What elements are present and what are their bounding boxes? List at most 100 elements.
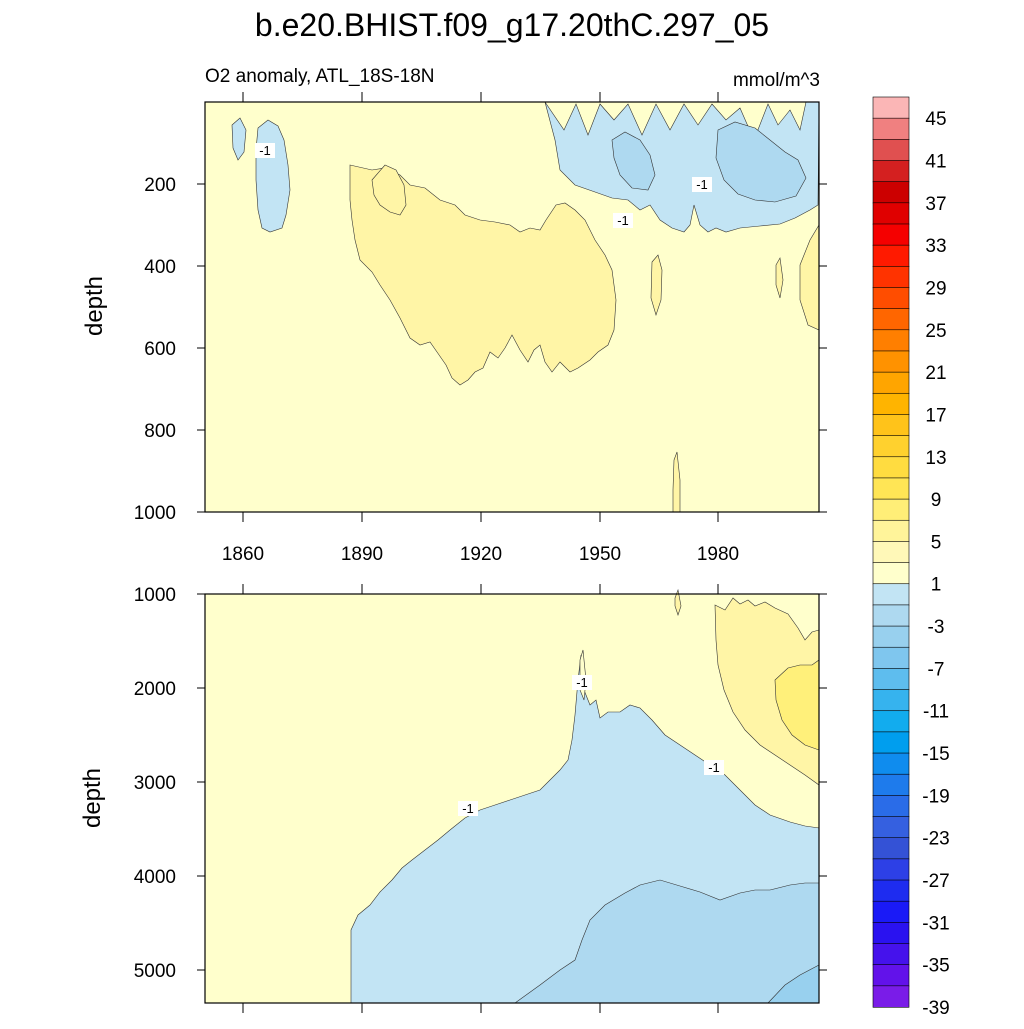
colorbar-box [872,519,910,543]
contour-label: -1 [617,213,629,228]
colorbar-box [872,562,910,585]
colorbar-box [872,752,910,775]
lower-negative-core [514,879,820,1004]
y-tick-label: 400 [144,257,176,278]
colorbar-box [872,392,910,416]
colorbar-label: 13 [925,448,946,469]
y-tick-label: 600 [144,339,176,360]
colorbar-box [872,773,910,796]
lower-y-ticks [197,593,827,971]
upper-positive-patch-1 [371,164,407,216]
colorbar-box [872,477,910,500]
colorbar-box [872,202,910,225]
colorbar-box [872,858,910,881]
y-tick-label: 2000 [134,679,176,700]
contour-label: -1 [259,143,271,158]
colorbar-box [872,456,910,479]
colorbar-box [872,287,910,310]
colorbar-box [872,583,910,606]
x-tick-label: 1980 [697,544,739,565]
lower-positive-anomaly [714,597,820,786]
colorbar-label: -39 [922,998,949,1019]
colorbar-label: -7 [928,659,945,680]
colorbar-box [872,117,910,140]
colorbar-box [872,646,910,669]
colorbar-box [872,329,910,352]
colorbar-box [872,435,910,458]
colorbar-box [872,604,910,627]
colorbar-label: 33 [925,236,946,257]
colorbar-box [872,541,910,564]
upper-frame [204,101,820,513]
colorbar-box [872,816,910,839]
colorbar-label: 25 [925,321,946,342]
panel-subtitle: O2 anomaly, ATL_18S-18N [205,66,435,87]
upper-y-ticks [197,183,827,513]
y-tick-label: 4000 [134,867,176,888]
colorbar-box [872,668,910,691]
colorbar-box [872,350,910,373]
y-tick-label: 3000 [134,773,176,794]
x-tick-label: 1920 [460,544,502,565]
colorbar-box [872,371,910,394]
lower-contour-labels: -1 -1 -1 [458,675,724,816]
colorbar-box [872,223,910,246]
colorbar-label: 17 [925,405,946,426]
upper-panel: -1 -1 -1 200 400 600 800 1000 depth [81,92,827,565]
units-label: mmol/m^3 [733,70,820,91]
y-axis-label: depth [81,276,108,336]
y-tick-label: 1000 [134,503,176,524]
colorbar-box [872,96,910,119]
x-tick-label: 1860 [222,544,264,565]
lower-panel: -1 -1 -1 1000 2000 3000 4000 5000 depth [79,584,827,1013]
lower-x-ticks [242,584,719,1013]
colorbar-box [872,244,910,267]
colorbar-box [872,625,910,648]
colorbar-label: -35 [922,956,949,977]
colorbar-box [872,900,910,923]
chart-title: b.e20.BHIST.f09_g17.20thC.297_05 [255,7,769,43]
colorbar-label: -15 [922,744,949,765]
colorbar-box [872,837,910,860]
colorbar-box [872,795,910,818]
upper-x-ticks [242,92,719,522]
upper-contour-streak-4 [775,257,784,299]
colorbar-label: -27 [922,871,949,892]
colorbar-box [872,879,910,902]
upper-contour-streak-1 [650,254,663,317]
contour-label: -1 [708,760,720,775]
colorbar-label: -3 [928,617,945,638]
colorbar-label: 37 [925,194,946,215]
colorbar-box [872,308,910,331]
colorbar-box [872,689,910,712]
upper-positive-anomaly [349,164,617,386]
contour-label: -1 [696,177,708,192]
colorbar-box [872,731,910,754]
colorbar-box [872,498,910,521]
colorbar-box [872,985,910,1008]
y-tick-label: 800 [144,421,176,442]
upper-negative-core-2 [715,121,807,203]
colorbar-label: -31 [922,913,949,934]
y-tick-label: 5000 [134,961,176,982]
colorbar-box [872,181,910,204]
colorbar-box [872,265,910,289]
colorbar-box [872,414,910,437]
colorbar-box [872,964,910,987]
y-tick-label: 1000 [134,585,176,606]
lower-contour-streak [674,588,682,616]
colorbar-label: -19 [922,786,949,807]
colorbar-box [872,922,910,945]
contour-label: -1 [462,801,474,816]
y-axis-label: depth [79,768,106,828]
upper-contour-labels: -1 -1 -1 [255,143,712,228]
colorbar-box [872,160,910,183]
colorbar-label: 1 [931,575,942,596]
colorbar [872,96,910,1008]
colorbar-label: -11 [923,702,949,723]
colorbar-box [872,943,910,966]
colorbar-labels: 45 41 37 33 29 25 21 17 13 9 5 1 -3 -7 -11 -15 -19 -23 -27… [922,109,949,1019]
colorbar-label: 9 [931,490,942,511]
